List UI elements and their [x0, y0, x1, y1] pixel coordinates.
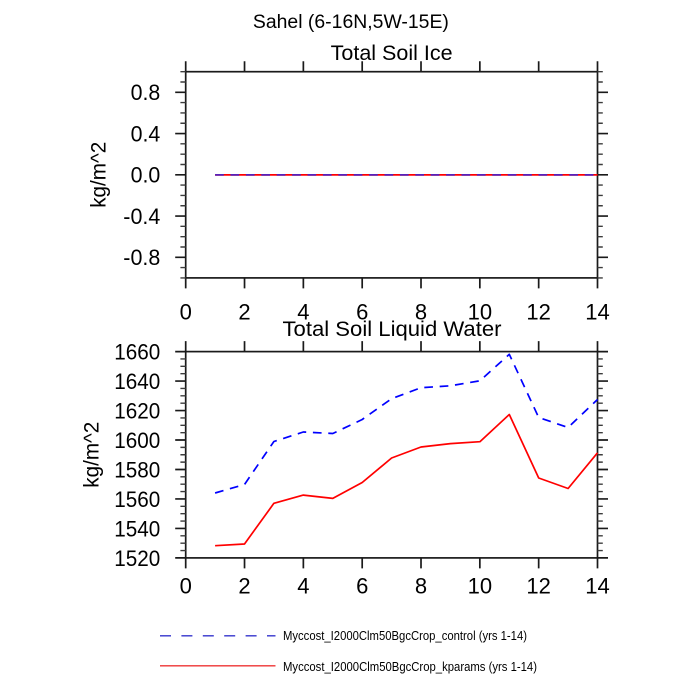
svg-text:kg/m^2: kg/m^2	[81, 422, 104, 488]
svg-text:4: 4	[297, 574, 309, 599]
svg-text:Total Soil Liquid Water: Total Soil Liquid Water	[283, 317, 502, 341]
svg-text:-0.4: -0.4	[123, 204, 160, 229]
svg-text:1600: 1600	[114, 428, 160, 453]
svg-text:0.0: 0.0	[131, 163, 161, 188]
svg-text:6: 6	[356, 299, 368, 324]
svg-text:0: 0	[180, 574, 192, 599]
svg-text:14: 14	[585, 574, 609, 599]
svg-text:6: 6	[356, 574, 368, 599]
svg-text:12: 12	[526, 299, 550, 324]
svg-text:1620: 1620	[114, 398, 160, 423]
svg-text:1540: 1540	[114, 516, 160, 541]
svg-text:12: 12	[526, 574, 550, 599]
svg-text:8: 8	[415, 299, 427, 324]
svg-text:1520: 1520	[114, 546, 160, 571]
svg-text:1560: 1560	[114, 487, 160, 512]
svg-text:-0.8: -0.8	[123, 245, 160, 270]
svg-text:4: 4	[297, 299, 309, 324]
svg-text:8: 8	[415, 574, 427, 599]
svg-text:Total Soil Ice: Total Soil Ice	[331, 41, 453, 65]
svg-text:1640: 1640	[114, 369, 160, 394]
svg-text:0: 0	[180, 299, 192, 324]
svg-text:2: 2	[238, 299, 250, 324]
svg-text:10: 10	[468, 299, 492, 324]
svg-text:10: 10	[468, 574, 492, 599]
svg-text:kg/m^2: kg/m^2	[87, 142, 110, 208]
svg-text:Myccost_I2000Clm50BgcCrop_cont: Myccost_I2000Clm50BgcCrop_control (yrs 1…	[283, 628, 527, 643]
svg-text:2: 2	[238, 574, 250, 599]
svg-text:Myccost_I2000Clm50BgcCrop_kpar: Myccost_I2000Clm50BgcCrop_kparams (yrs 1…	[283, 659, 537, 674]
svg-text:0.4: 0.4	[131, 121, 161, 146]
svg-text:1580: 1580	[114, 457, 160, 482]
svg-text:0.8: 0.8	[131, 80, 161, 105]
svg-text:14: 14	[585, 299, 609, 324]
svg-text:1660: 1660	[114, 340, 160, 365]
svg-text:Sahel (6-16N,5W-15E): Sahel (6-16N,5W-15E)	[253, 12, 449, 33]
